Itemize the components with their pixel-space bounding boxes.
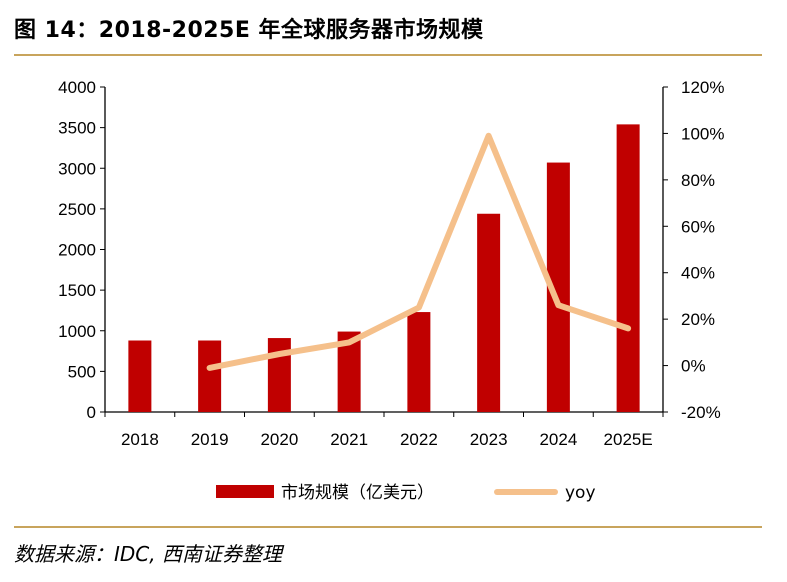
x-tick-label: 2022 [400,430,438,449]
left-tick-label: 0 [87,403,96,422]
bar-2020 [267,338,291,412]
left-tick-label: 500 [68,362,96,381]
right-tick-label: 120% [681,78,724,97]
left-tick-label: 3500 [58,119,96,138]
page-title: 图 14：2018-2025E 年全球服务器市场规模 [14,18,484,43]
left-tick-label: 1000 [58,322,96,341]
left-tick-label: 2000 [58,241,96,260]
right-tick-label: -20% [681,403,721,422]
right-tick-label: 60% [681,217,715,236]
right-axis-ticks: -20% 0% 20% 40% 60% 80% 100% 120% [681,78,724,422]
right-tick-label: 100% [681,124,724,143]
bar-2018 [128,340,152,412]
bar-2023 [477,213,501,412]
legend-bar-swatch [216,485,274,498]
x-tick-label: 2020 [260,430,298,449]
legend-bar-label: 市场规模（亿美元） [281,483,434,503]
x-tick-label: 2024 [539,430,577,449]
bar-2019 [198,340,222,412]
left-tick-label: 2500 [58,200,96,219]
bar-2022 [407,312,431,412]
right-tick-label: 80% [681,171,715,190]
top-divider [14,54,762,56]
legend-line-label: yoy [565,483,596,503]
right-tick-label: 40% [681,264,715,283]
x-axis-ticks: 2018 2019 2020 2021 2022 2023 2024 2025E [121,430,653,449]
left-tick-label: 3000 [58,159,96,178]
right-tick-label: 20% [681,310,715,329]
bar-2024 [546,162,570,412]
chart-axes [100,86,668,417]
bar-2025E [616,124,640,412]
x-tick-label: 2019 [191,430,229,449]
bottom-divider [14,526,762,528]
left-tick-label: 4000 [58,78,96,97]
left-axis-ticks: 0 500 1000 1500 2000 2500 3000 3500 4000 [58,78,96,422]
x-tick-label: 2021 [330,430,368,449]
chart-legend: 市场规模（亿美元） yoy [216,483,596,503]
right-tick-label: 0% [681,357,706,376]
line-series [206,132,632,371]
left-tick-label: 1500 [58,281,96,300]
x-tick-label: 2025E [604,430,653,449]
bar-2021 [337,331,361,412]
source-note: 数据来源：IDC, 西南证券整理 [14,542,282,566]
x-tick-label: 2023 [470,430,508,449]
chart: 0 500 1000 1500 2000 2500 3000 3500 4000 -20% 0% 2… [58,78,724,503]
bar-series [128,124,640,412]
x-tick-label: 2018 [121,430,159,449]
